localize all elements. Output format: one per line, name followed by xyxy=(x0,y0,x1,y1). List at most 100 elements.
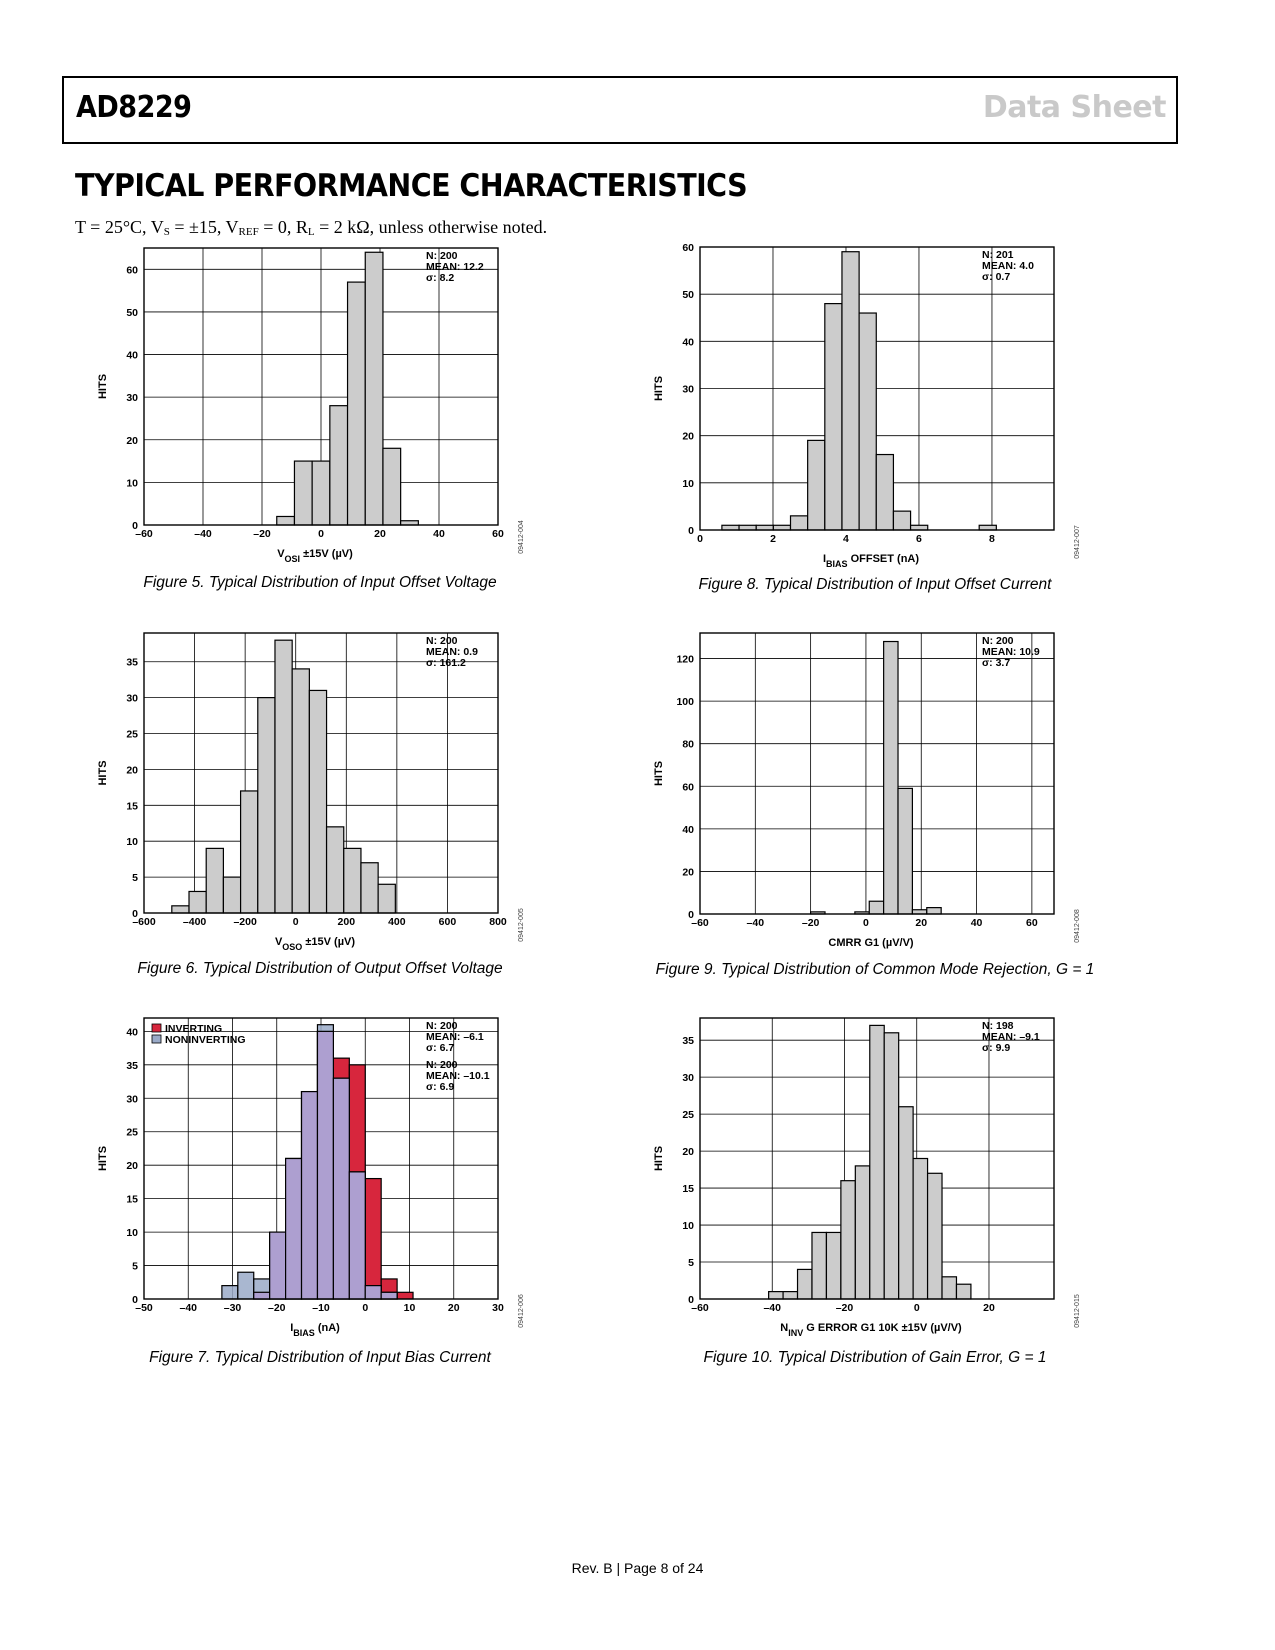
histogram-overlap-bar xyxy=(332,1077,350,1300)
x-axis-label: IBIAS OFFSET (nA) xyxy=(823,553,919,569)
stats-annotation: N: 198 xyxy=(982,1020,1014,1032)
histogram-bar xyxy=(854,1165,871,1300)
y-tick-label: 10 xyxy=(126,477,138,489)
figure-6-chart: –600 –400 –200 0 200 400 600 800 0 5 10 15 20 25 30 35 V… xyxy=(92,630,542,960)
figure-9-chart: –60 –40 –20 0 20 40 60 0 20 40 60 80 100 120 CMRR G1 (… xyxy=(648,630,1098,965)
legend-label: INVERTING xyxy=(165,1023,222,1035)
histogram-bar xyxy=(325,826,345,914)
histogram-bar xyxy=(171,905,190,914)
y-tick-label: 35 xyxy=(682,1035,694,1047)
y-tick-label: 120 xyxy=(676,654,694,666)
histogram-bar xyxy=(382,447,402,526)
stats-annotation: N: 201 xyxy=(982,249,1014,261)
histogram-bar xyxy=(768,1291,784,1300)
histogram-bar xyxy=(926,907,942,915)
x-tick-label: 40 xyxy=(433,528,445,540)
histogram-overlap-bar xyxy=(253,1291,271,1300)
plot-frame xyxy=(143,1017,499,1300)
histogram-bar xyxy=(883,1032,900,1300)
y-tick-label: 10 xyxy=(126,836,138,848)
x-tick-label: –20 xyxy=(268,1302,286,1314)
histogram-bar xyxy=(276,515,296,526)
x-tick-label: 200 xyxy=(338,916,356,928)
figure-7-caption: Figure 7. Typical Distribution of Input … xyxy=(149,1349,491,1366)
figure-8-chart: 0 2 4 6 8 0 10 20 30 40 50 60 IBIAS OFFSET (nA) HITS N… xyxy=(648,242,1098,579)
histogram-bar xyxy=(840,1180,856,1300)
y-tick-label: 10 xyxy=(126,1227,138,1239)
y-tick-label: 5 xyxy=(132,1261,138,1273)
histogram-overlap-bar xyxy=(300,1090,319,1300)
part-number: AD8229 xyxy=(76,90,192,125)
histogram-bar xyxy=(738,524,757,531)
x-tick-label: 6 xyxy=(916,533,922,545)
stats-annotation: σ: 6.7 xyxy=(426,1042,454,1054)
figure-code: 09412-006 xyxy=(518,1294,525,1328)
histogram-bar xyxy=(291,668,310,914)
y-tick-label: 15 xyxy=(126,1194,138,1206)
y-tick-label: 25 xyxy=(126,1127,138,1139)
histogram-bar xyxy=(868,900,885,915)
histogram-bar xyxy=(796,1268,813,1300)
x-tick-label: –60 xyxy=(691,1302,709,1314)
x-tick-label: 40 xyxy=(971,917,983,929)
histogram-overlap-bar xyxy=(364,1285,382,1300)
y-tick-label: 30 xyxy=(682,384,694,396)
stats-annotation: N: 200 xyxy=(426,1020,458,1032)
y-tick-label: 0 xyxy=(132,1294,138,1306)
histogram-bar xyxy=(274,639,293,914)
histogram-overlap-bar xyxy=(380,1291,398,1300)
y-tick-label: 5 xyxy=(132,872,138,884)
x-axis-label: VOSO ±15V (µV) xyxy=(275,936,355,952)
histogram-bar xyxy=(811,1231,828,1300)
histogram-bar xyxy=(978,524,997,531)
histogram-bar xyxy=(898,1106,914,1300)
histogram-bar xyxy=(205,847,224,914)
stats-annotation: MEAN: –6.1 xyxy=(426,1031,484,1043)
y-tick-label: 40 xyxy=(682,824,694,836)
y-tick-label: 10 xyxy=(682,478,694,490)
histogram-bar xyxy=(926,1172,943,1300)
y-tick-label: 0 xyxy=(688,525,694,537)
x-tick-label: 0 xyxy=(362,1302,368,1314)
histogram-overlap-bar xyxy=(269,1231,287,1300)
y-tick-label: 15 xyxy=(126,800,138,812)
histogram-bar xyxy=(789,515,809,531)
x-tick-label: 20 xyxy=(983,1302,995,1314)
stats-annotation: N: 200 xyxy=(982,635,1014,647)
legend-swatch xyxy=(151,1023,162,1033)
y-tick-label: 100 xyxy=(676,696,694,708)
legend-label: NONINVERTING xyxy=(165,1034,246,1046)
histogram-bar xyxy=(782,1291,799,1300)
y-axis-label: HITS xyxy=(97,760,109,785)
x-tick-label: 400 xyxy=(388,916,406,928)
histogram-bar xyxy=(875,453,895,531)
x-tick-label: 0 xyxy=(697,533,703,545)
y-axis-label: HITS xyxy=(653,376,665,401)
y-tick-label: 20 xyxy=(682,1146,694,1158)
y-tick-label: 40 xyxy=(682,336,694,348)
y-tick-label: 20 xyxy=(682,431,694,443)
page-footer: Rev. B | Page 8 of 24 xyxy=(571,1560,704,1576)
y-tick-label: 30 xyxy=(126,392,138,404)
histogram-bar xyxy=(858,312,877,531)
x-tick-label: –40 xyxy=(763,1302,781,1314)
stats-annotation: N: 200 xyxy=(426,635,458,647)
x-tick-label: 60 xyxy=(1026,917,1038,929)
y-tick-label: 50 xyxy=(126,307,138,319)
plot-frame xyxy=(699,1017,1055,1300)
stats-annotation: MEAN: –10.1 xyxy=(426,1070,490,1082)
histogram-bar xyxy=(755,524,774,531)
y-tick-label: 60 xyxy=(682,781,694,793)
document-type: Data Sheet xyxy=(982,90,1167,125)
legend-swatch xyxy=(151,1034,162,1044)
x-tick-label: 4 xyxy=(843,533,849,545)
histogram-overlap-bar xyxy=(285,1157,303,1300)
histogram-bar xyxy=(237,1271,255,1300)
stats-annotation: MEAN: –9.1 xyxy=(982,1031,1040,1043)
histogram-bar xyxy=(311,460,331,526)
x-axis-label: IBIAS (nA) xyxy=(290,1322,340,1338)
y-tick-label: 20 xyxy=(126,435,138,447)
x-tick-label: –400 xyxy=(183,916,207,928)
y-axis-label: HITS xyxy=(653,1146,665,1171)
stats-annotation: σ: 3.7 xyxy=(982,657,1010,669)
